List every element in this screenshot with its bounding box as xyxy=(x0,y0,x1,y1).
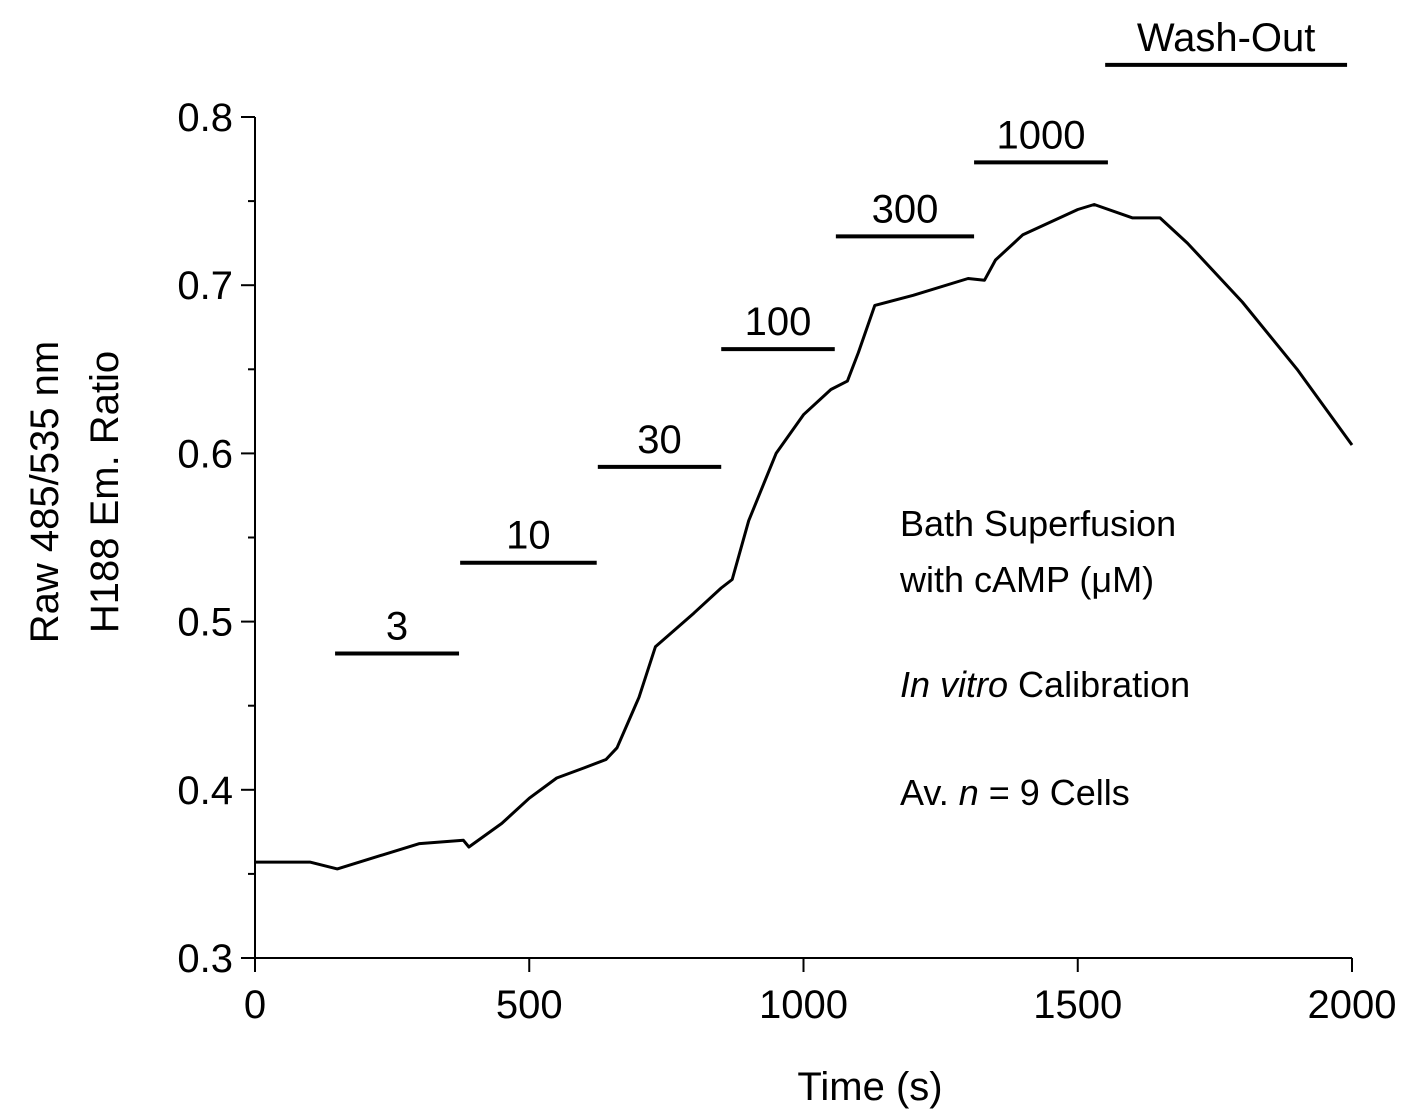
x-tick-label: 2000 xyxy=(1308,983,1397,1027)
treatment-label: 10 xyxy=(506,514,551,558)
annotation-part: Bath Superfusion xyxy=(900,503,1176,544)
treatment-label: 1000 xyxy=(997,113,1086,157)
annotation: with cAMP (μM) xyxy=(899,559,1154,600)
annotation: In vitro Calibration xyxy=(900,664,1190,705)
y-axis-label: H188 Em. Ratio xyxy=(83,351,127,633)
annotation-part: = 9 Cells xyxy=(979,772,1130,813)
treatment-label: 100 xyxy=(745,300,812,344)
annotation: Bath Superfusion xyxy=(900,503,1176,544)
data-line xyxy=(255,203,1354,871)
x-tick-label: 0 xyxy=(244,983,266,1027)
annotation-part: Calibration xyxy=(1008,664,1190,705)
x-axis-label: Time (s) xyxy=(797,1065,942,1109)
annotation-part: with cAMP (μM) xyxy=(899,559,1154,600)
x-tick-label: 1500 xyxy=(1033,983,1122,1027)
treatment-label: 30 xyxy=(637,418,682,462)
y-tick-label: 0.7 xyxy=(177,264,233,308)
x-tick-label: 1000 xyxy=(759,983,848,1027)
y-tick-label: 0.6 xyxy=(177,432,233,476)
annotation-part: Av. xyxy=(900,772,959,813)
annotation-part: n xyxy=(959,772,979,813)
y-tick-label: 0.8 xyxy=(177,96,233,140)
y-tick-label: 0.4 xyxy=(177,769,233,813)
treatment-label: Wash-Out xyxy=(1137,16,1316,60)
treatment-label: 3 xyxy=(386,605,408,649)
treatment-label: 300 xyxy=(872,187,939,231)
y-tick-label: 0.3 xyxy=(177,937,233,981)
annotation-part: In vitro xyxy=(900,664,1008,705)
annotation: Av. n = 9 Cells xyxy=(900,772,1130,813)
x-tick-label: 500 xyxy=(496,983,563,1027)
y-tick-label: 0.5 xyxy=(177,601,233,645)
y-axis-label: Raw 485/535 nm xyxy=(23,341,67,643)
